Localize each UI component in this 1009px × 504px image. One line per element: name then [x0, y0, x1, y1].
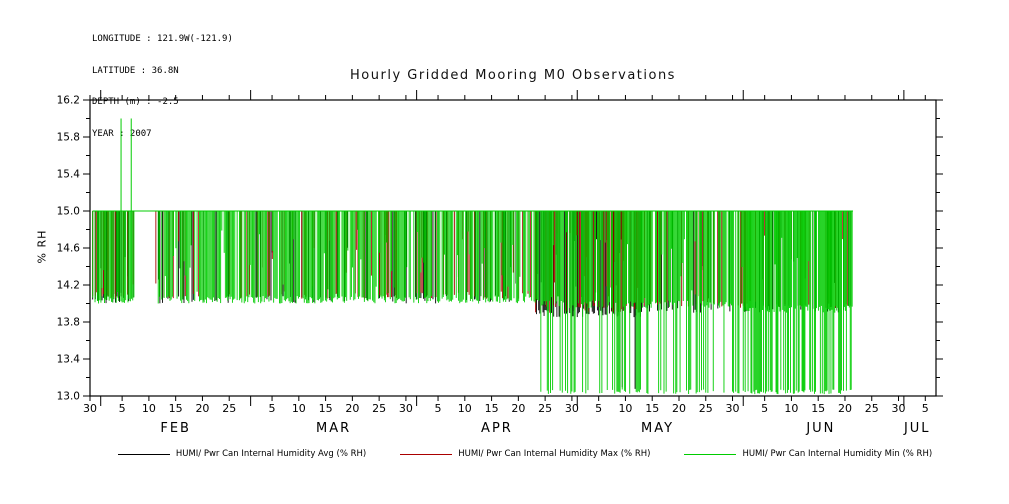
svg-text:15: 15 [485, 402, 499, 415]
svg-text:20: 20 [195, 402, 209, 415]
svg-text:5: 5 [119, 402, 126, 415]
svg-text:5: 5 [269, 402, 276, 415]
svg-text:14.6: 14.6 [57, 243, 81, 255]
svg-text:20: 20 [838, 402, 852, 415]
svg-text:10: 10 [292, 402, 306, 415]
info-latitude: LATITUDE : 36.8N [92, 65, 179, 76]
svg-text:25: 25 [865, 402, 879, 415]
svg-text:JUL: JUL [903, 421, 931, 436]
legend-label-max: HUMI/ Pwr Can Internal Humidity Max (% R… [458, 449, 651, 459]
svg-text:20: 20 [345, 402, 359, 415]
svg-text:APR: APR [481, 421, 513, 436]
svg-text:15: 15 [169, 402, 183, 415]
legend-line-sample-max [400, 453, 453, 455]
svg-text:15.0: 15.0 [57, 206, 80, 218]
svg-text:10: 10 [784, 402, 798, 415]
svg-text:30: 30 [83, 402, 97, 415]
svg-text:5: 5 [922, 402, 929, 415]
legend-entry-max: HUMI/ Pwr Can Internal Humidity Max (% R… [400, 449, 650, 459]
info-year: YEAR : 2007 [92, 128, 152, 139]
svg-text:10: 10 [458, 402, 472, 415]
svg-text:25: 25 [372, 402, 386, 415]
svg-text:JUN: JUN [805, 421, 835, 436]
svg-text:30: 30 [565, 402, 579, 415]
svg-text:13.8: 13.8 [57, 317, 80, 329]
header-info-block: LONGITUDE : 121.9W(-121.9) LATITUDE : 36… [92, 13, 233, 160]
svg-text:15.4: 15.4 [57, 169, 81, 181]
legend-label-min: HUMI/ Pwr Can Internal Humidity Min (% R… [742, 449, 933, 459]
chart-title: Hourly Gridded Mooring M0 Observations [350, 68, 676, 83]
info-longitude: LONGITUDE : 121.9W(-121.9) [92, 34, 233, 44]
svg-text:10: 10 [142, 402, 156, 415]
legend-entry-min: HUMI/ Pwr Can Internal Humidity Min (% R… [684, 449, 932, 459]
svg-text:30: 30 [892, 402, 906, 415]
svg-text:13.4: 13.4 [57, 354, 81, 366]
legend-entry-avg: HUMI/ Pwr Can Internal Humidity Avg (% R… [117, 449, 367, 459]
svg-text:15: 15 [645, 402, 659, 415]
svg-text:25: 25 [222, 402, 236, 415]
svg-text:13.0: 13.0 [57, 391, 80, 403]
svg-text:20: 20 [672, 402, 686, 415]
svg-text:15: 15 [319, 402, 333, 415]
svg-text:16.2: 16.2 [57, 95, 80, 107]
svg-text:MAY: MAY [641, 421, 674, 436]
svg-text:5: 5 [435, 402, 442, 415]
svg-text:MAR: MAR [316, 421, 351, 436]
svg-text:FEB: FEB [160, 421, 191, 436]
svg-text:5: 5 [761, 402, 768, 415]
legend-line-sample-min [684, 453, 737, 455]
legend-label-avg: HUMI/ Pwr Can Internal Humidity Avg (% R… [175, 449, 367, 459]
svg-text:15.8: 15.8 [57, 132, 80, 144]
legend: HUMI/ Pwr Can Internal Humidity Avg (% R… [90, 449, 960, 459]
legend-line-sample-avg [117, 453, 170, 455]
info-depth: DEPTH (m) : -2.5 [92, 97, 179, 107]
svg-text:10: 10 [618, 402, 632, 415]
svg-text:25: 25 [538, 402, 552, 415]
svg-text:30: 30 [726, 402, 740, 415]
svg-text:25: 25 [699, 402, 713, 415]
svg-text:14.2: 14.2 [57, 280, 80, 292]
svg-text:20: 20 [511, 402, 525, 415]
svg-text:30: 30 [399, 402, 413, 415]
svg-text:15: 15 [811, 402, 825, 415]
svg-text:5: 5 [595, 402, 602, 415]
